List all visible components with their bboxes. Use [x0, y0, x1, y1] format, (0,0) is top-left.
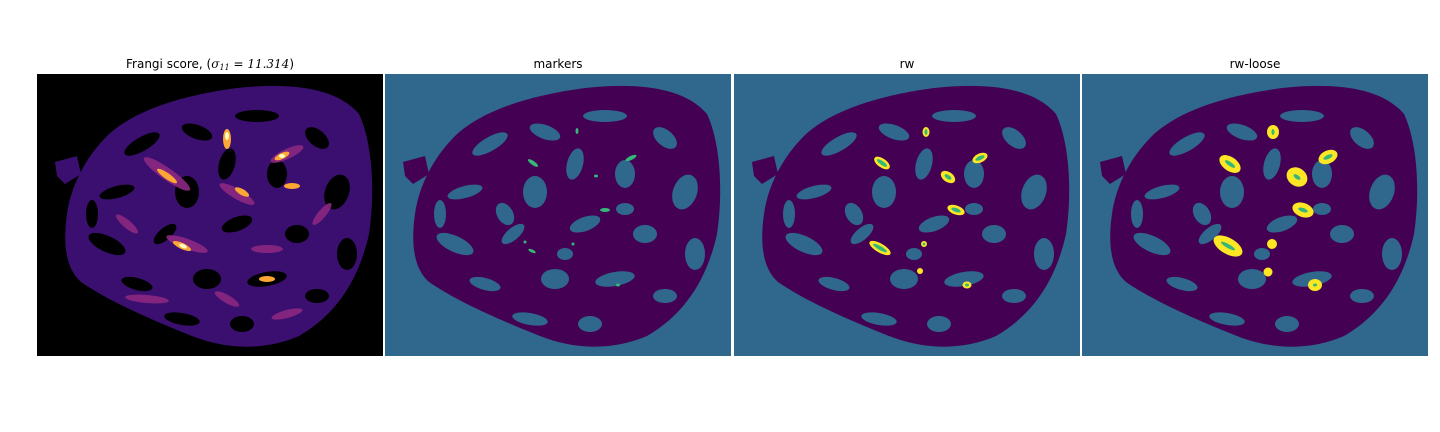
panel-title-rw-loose: rw-loose	[1229, 57, 1281, 71]
rw-loose-image	[1082, 74, 1428, 356]
rw-image	[734, 74, 1080, 356]
frangi-score-image	[37, 74, 383, 356]
markers-image	[385, 74, 731, 356]
panel-title-rw: rw	[899, 57, 915, 71]
panel-title-markers: markers	[533, 57, 583, 71]
panel-title-frangi: Frangi score, (σ11 = 11.314)	[126, 57, 294, 72]
